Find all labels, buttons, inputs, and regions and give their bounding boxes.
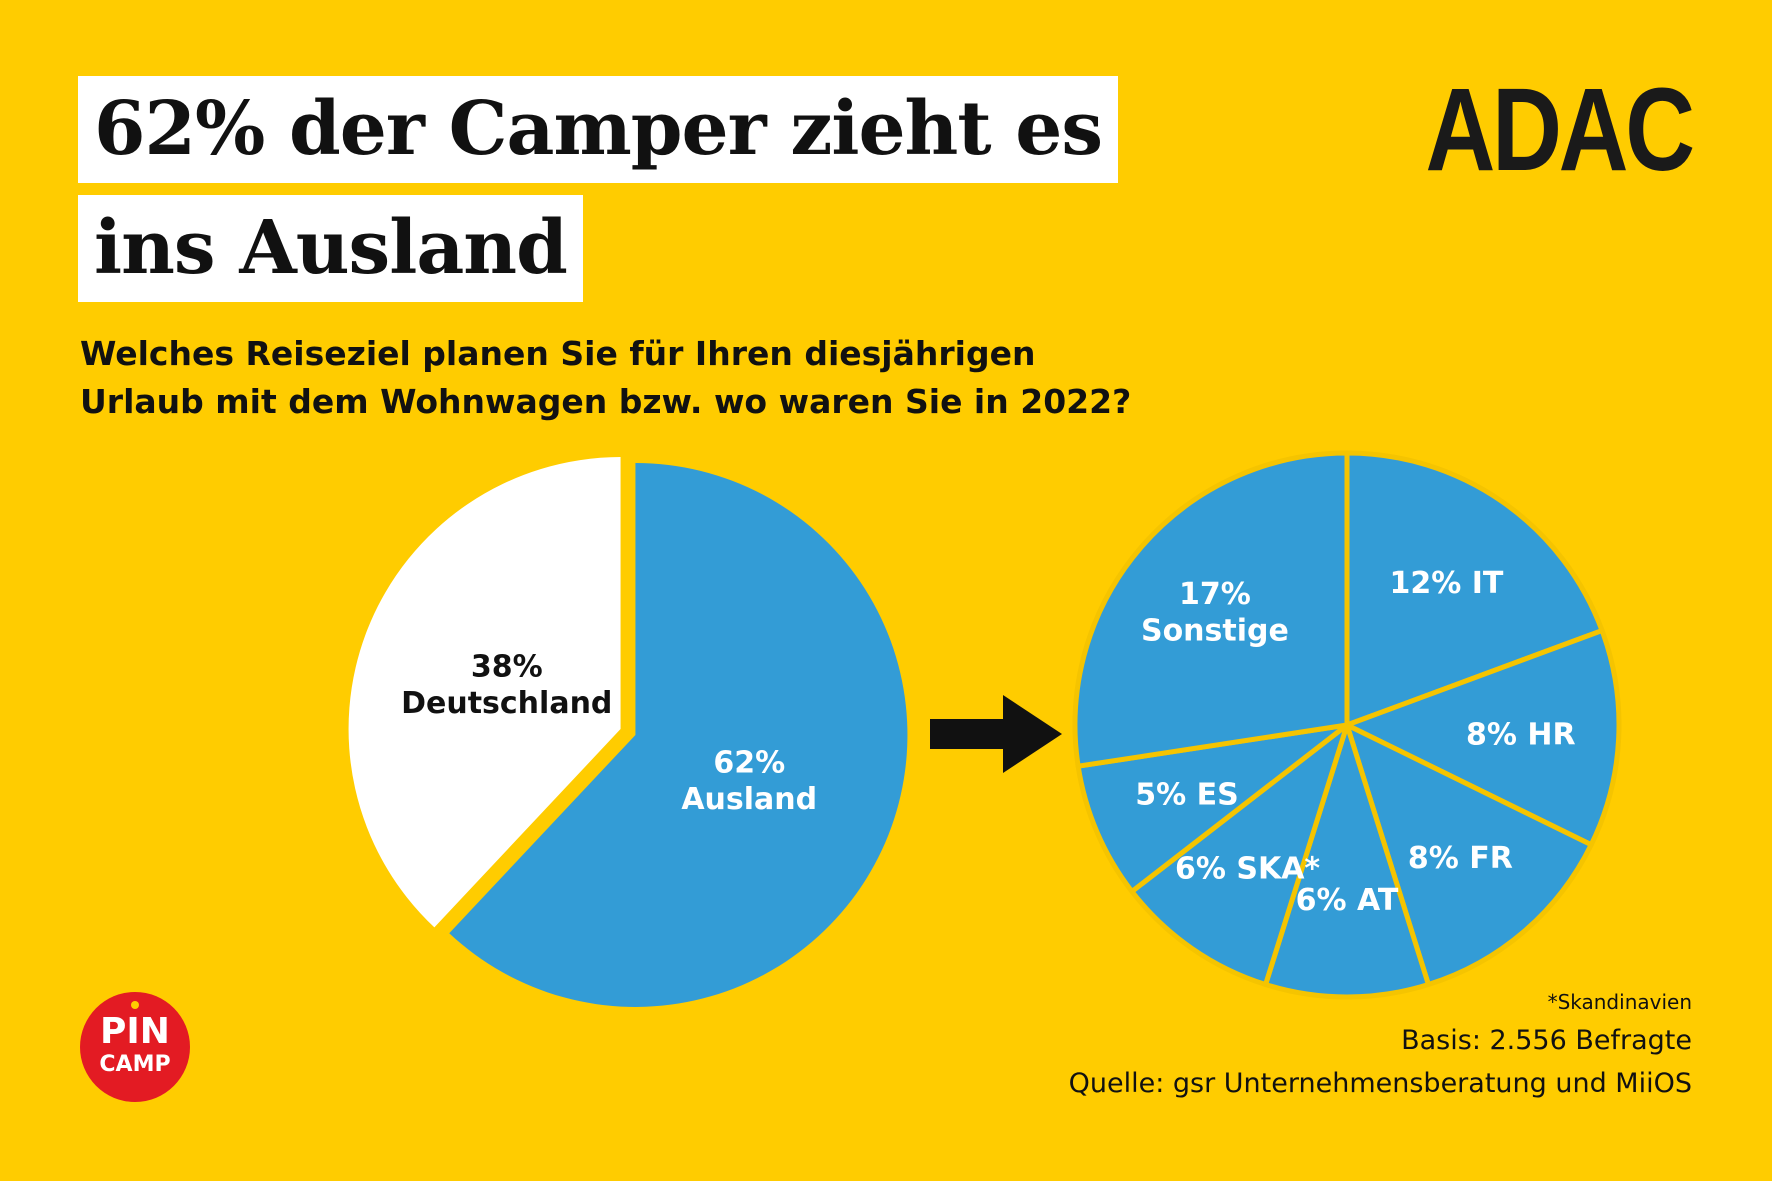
right-pie-slice-it	[1344, 450, 1605, 728]
right-pie-label-fr: 8% FR	[1408, 841, 1513, 876]
left-pie-slice-deutschland	[348, 457, 621, 928]
footnote-basis: Basis: 2.556 Befragte	[1401, 1025, 1692, 1056]
left-pie-slice-ausland	[449, 462, 908, 1007]
right-pie-label-hr: 8% HR	[1466, 718, 1576, 753]
pincamp-logo-line2: CAMP	[99, 1052, 171, 1077]
right-pie-slice-sonstige	[1072, 450, 1350, 769]
pincamp-logo-line1: PIN	[100, 1011, 170, 1052]
left-pie-label-deutschland: 38% Deutschland	[401, 649, 612, 721]
right-pie-slice-hr	[1344, 628, 1622, 848]
right-pie-label-es: 5% ES	[1135, 777, 1238, 812]
footnote-source: Quelle: gsr Unternehmensberatung und Mii…	[1068, 1068, 1692, 1099]
right-pie-label-ska: 6% SKA*	[1175, 852, 1320, 887]
right-pie-slice-fr	[1344, 722, 1594, 988]
survey-question: Welches Reiseziel planen Sie für Ihren d…	[80, 334, 1132, 421]
right-pie-slice-at	[1263, 722, 1431, 1000]
title-line-2: ins Ausland	[78, 195, 583, 302]
right-pie-slice-es	[1075, 722, 1350, 894]
pincamp-logo: PIN CAMP	[80, 992, 190, 1102]
pincamp-dot-icon	[131, 1001, 139, 1009]
right-pie-label-at: 6% AT	[1296, 883, 1399, 918]
arrow-right-icon	[930, 695, 1062, 773]
footnote-scandinavia: *Skandinavien	[1547, 990, 1692, 1014]
left-pie-label-ausland: 62% Ausland	[681, 746, 817, 818]
right-pie-label-it: 12% IT	[1390, 566, 1504, 601]
right-pie-slice-ska	[1129, 722, 1350, 988]
right-pie-label-sonstige: 17% Sonstige	[1141, 577, 1289, 649]
adac-logo: ADAC	[1425, 64, 1696, 196]
title-line-1: 62% der Camper zieht es	[78, 76, 1119, 183]
